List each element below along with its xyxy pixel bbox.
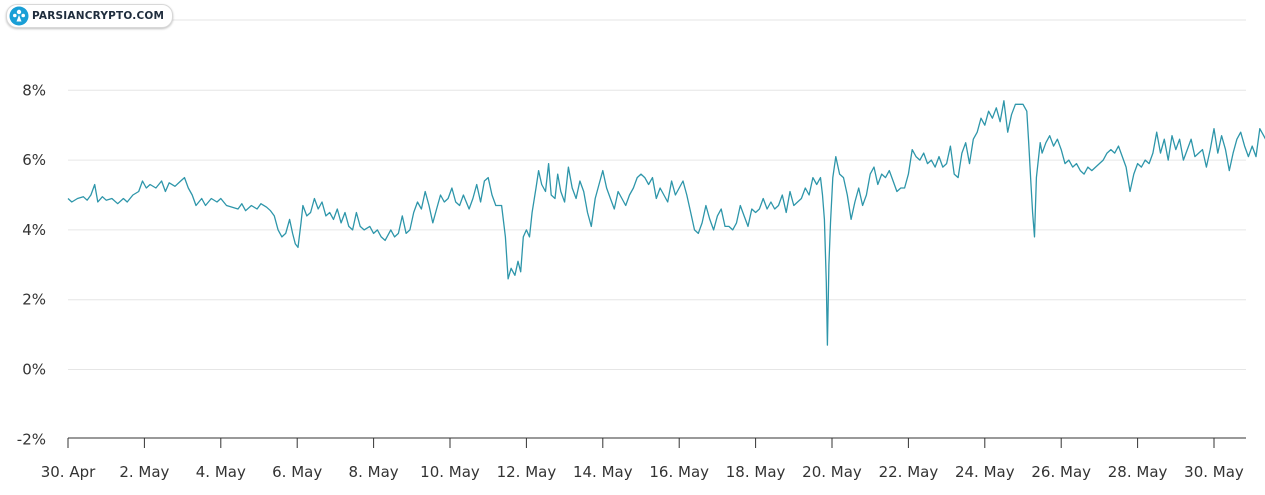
x-tick-label: 28. May xyxy=(1108,463,1168,481)
x-tick-label: 16. May xyxy=(649,463,709,481)
y-tick-label: 4% xyxy=(22,221,46,239)
series-layer xyxy=(67,100,1265,346)
x-tick-label: 14. May xyxy=(573,463,633,481)
y-axis-labels: -2% 0% 2% 4% 6% 8% xyxy=(17,81,46,448)
x-tick-label: 2. May xyxy=(119,463,169,481)
x-tick-label: 20. May xyxy=(802,463,862,481)
x-tick-label: 26. May xyxy=(1031,463,1091,481)
x-axis xyxy=(67,437,1246,448)
x-tick-label: 22. May xyxy=(879,463,939,481)
watermark-text: PARSIANCRYPTO.COM xyxy=(32,10,165,22)
y-tick-label: 2% xyxy=(22,291,46,309)
x-tick-label: 4. May xyxy=(196,463,246,481)
x-tick-label: 18. May xyxy=(726,463,786,481)
x-tick-label: 6. May xyxy=(272,463,322,481)
y-tick-label: 8% xyxy=(22,81,46,99)
y-tick-label: -2% xyxy=(17,430,46,448)
x-tick-label: 24. May xyxy=(955,463,1015,481)
x-tick-label: 30. May xyxy=(1184,463,1244,481)
watermark-badge: PARSIANCRYPTO.COM xyxy=(6,4,174,28)
series-line xyxy=(67,100,1265,346)
y-tick-label: 0% xyxy=(22,361,46,379)
gridlines xyxy=(68,19,1246,370)
y-tick-label: 6% xyxy=(22,151,46,169)
x-axis-labels: 30. Apr 2. May 4. May 6. May 8. May 10. May 12… xyxy=(41,463,1244,481)
x-tick-label: 12. May xyxy=(497,463,557,481)
parsiancrypto-logo-icon xyxy=(9,6,29,26)
x-tick-label: 30. Apr xyxy=(41,463,96,481)
x-tick-label: 8. May xyxy=(349,463,399,481)
x-tick-label: 10. May xyxy=(420,463,480,481)
